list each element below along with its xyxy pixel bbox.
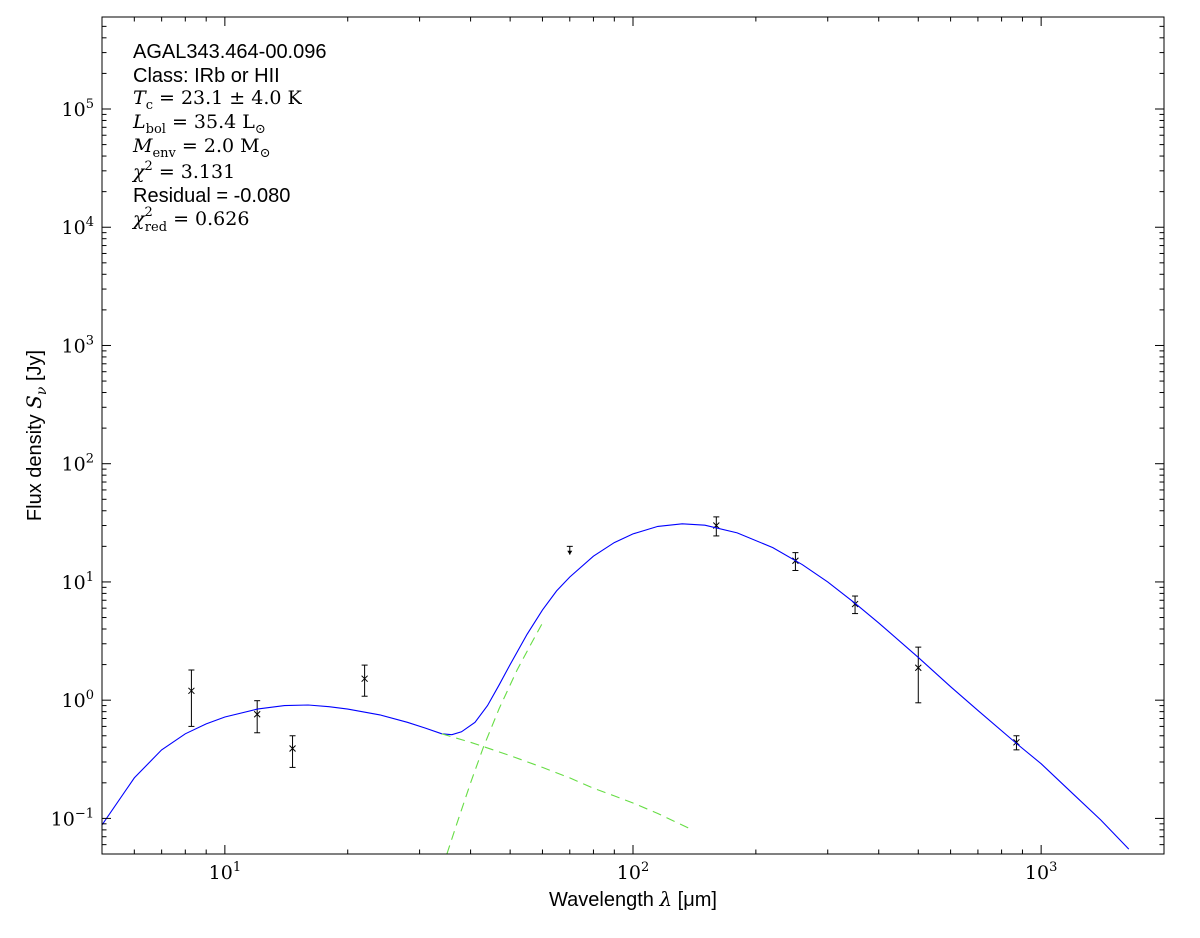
point-marker — [914, 664, 922, 672]
data-point — [188, 669, 195, 727]
chi-squared-label: χ2 = 3.131 — [131, 159, 235, 183]
y-tick-label: 102 — [62, 452, 94, 476]
y-axis-label: Flux density Sν [Jy] — [22, 350, 50, 521]
temperature-label: Tc = 23.1 ± 4.0 K — [133, 87, 303, 113]
total-fit-line — [102, 523, 1130, 850]
reduced-chi-squared-label: χ2 red = 0.626 — [131, 205, 249, 235]
y-tick-label: 101 — [62, 570, 94, 594]
x-tick-label: 102 — [617, 860, 649, 884]
data-point — [712, 516, 720, 537]
class-label: Class: IRb or HII — [133, 65, 280, 87]
y-tick-label: 105 — [62, 97, 94, 121]
data-point — [253, 700, 261, 734]
y-tick-label: 103 — [62, 333, 94, 357]
point-marker — [253, 710, 261, 718]
x-tick-label: 103 — [1025, 860, 1057, 884]
plot-frame — [101, 16, 1165, 855]
upper-limit-point — [566, 545, 573, 555]
component-fit-line — [441, 733, 693, 831]
data-point — [289, 735, 296, 768]
y-tick-label: 100 — [62, 688, 94, 712]
y-tick-label: 104 — [62, 215, 94, 239]
point-marker — [188, 687, 195, 695]
point-marker — [851, 600, 859, 608]
luminosity-label: Lbol = 35.4 L⊙ — [132, 111, 266, 137]
point-marker — [361, 675, 368, 683]
y-tick-label: 10−1 — [51, 806, 94, 830]
point-marker — [289, 745, 296, 752]
upper-limit-arrow — [567, 550, 573, 555]
source-name-label: AGAL343.464-00.096 — [133, 41, 327, 63]
x-tick-label: 101 — [209, 860, 241, 884]
data-point — [361, 664, 368, 697]
envelope-mass-label: Menv = 2.0 M⊙ — [132, 135, 271, 161]
data-point — [1013, 735, 1020, 751]
data-point — [914, 646, 922, 704]
component-fit-line — [446, 622, 543, 854]
residual-label: Residual = -0.080 — [133, 185, 290, 207]
point-marker — [1013, 738, 1020, 746]
x-axis-label: Wavelength λ [μm] — [549, 887, 717, 911]
